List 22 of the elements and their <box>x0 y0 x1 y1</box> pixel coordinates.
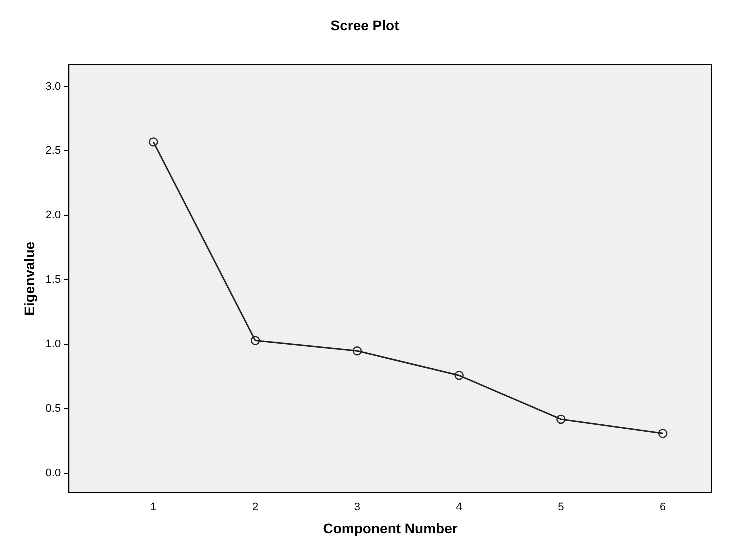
point <box>454 371 464 380</box>
y-tick-label: 0.0 <box>46 468 62 480</box>
point <box>556 414 566 424</box>
point <box>250 336 260 346</box>
point <box>352 346 362 356</box>
y-tick-label: 1.5 <box>46 274 62 286</box>
chart-title: Scree Plot <box>330 17 400 34</box>
x-tick-label: 2 <box>252 502 259 514</box>
x-axis-title: Component Number <box>323 520 458 536</box>
x-tick-label: 6 <box>660 502 666 514</box>
point <box>149 138 158 147</box>
point <box>658 429 668 438</box>
y-tick-label: 1.0 <box>46 338 62 351</box>
y-tick-label: 2.5 <box>46 145 62 158</box>
x-tick-label: 5 <box>558 502 564 514</box>
y-axis-title: Eigenvalue <box>21 242 38 316</box>
y-tick-label: 3.0 <box>46 80 62 93</box>
x-tick-label: 4 <box>456 502 462 514</box>
x-tick-label: 3 <box>354 502 360 514</box>
x-tick-label: 1 <box>150 502 157 514</box>
y-tick-label: 2.0 <box>46 210 62 222</box>
y-tick-label: 0.5 <box>46 403 62 416</box>
